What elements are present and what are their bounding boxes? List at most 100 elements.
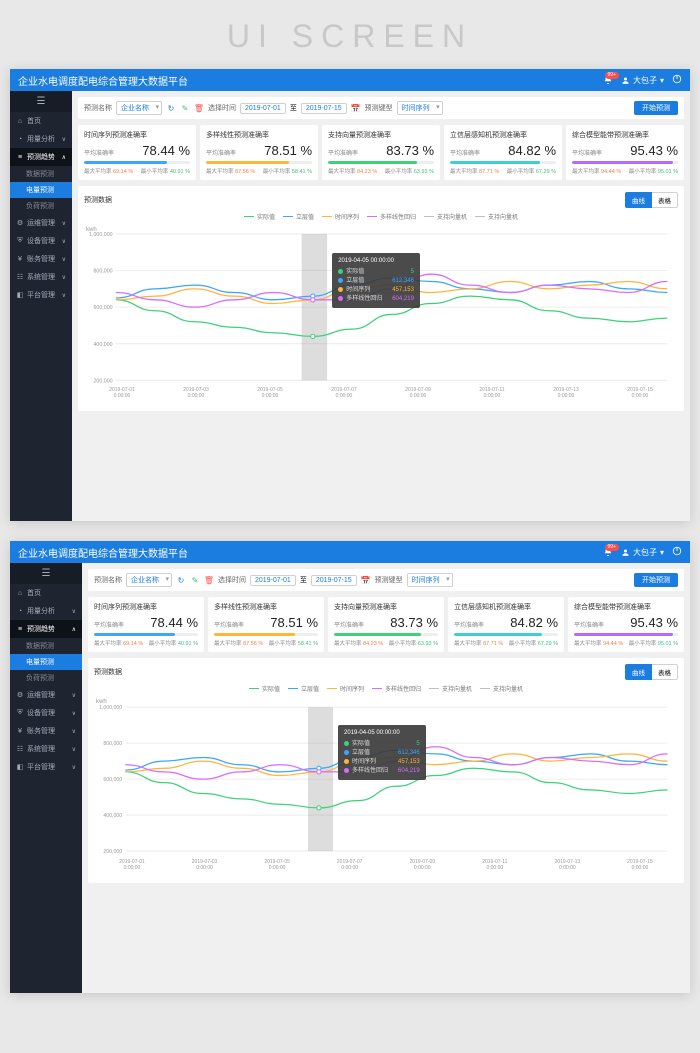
hamburger-icon[interactable]: ☰ bbox=[10, 563, 82, 584]
toggle-table[interactable]: 表格 bbox=[652, 664, 678, 680]
delete-icon[interactable]: 🗑 bbox=[194, 103, 204, 113]
card-title: 多样线性预测准确率 bbox=[206, 130, 312, 140]
delete-icon[interactable]: 🗑 bbox=[204, 575, 214, 585]
progress-bar bbox=[454, 633, 558, 636]
card-max: 最大平均率 87.56 % bbox=[206, 167, 255, 175]
nav-item[interactable]: ⛨设备管理∨ bbox=[10, 232, 72, 250]
app-title: 企业水电调度配电综合管理大数据平台 bbox=[18, 73, 603, 88]
nav-label: 首页 bbox=[27, 116, 41, 126]
nav-item[interactable]: ⌂首页 bbox=[10, 112, 72, 130]
type-select[interactable]: 时间序列 bbox=[407, 573, 453, 587]
toggle-curve[interactable]: 曲线 bbox=[625, 192, 652, 208]
bell-icon[interactable]: 99+ bbox=[603, 547, 613, 557]
chart-title: 预测数据 bbox=[94, 667, 122, 677]
date-sep: 至 bbox=[300, 575, 307, 585]
chevron-icon: ∨ bbox=[62, 256, 66, 263]
date-from[interactable]: 2019-07-01 bbox=[240, 103, 286, 114]
card-pct: 78.51 % bbox=[264, 143, 312, 158]
nav-item[interactable]: ⚙运维管理∨ bbox=[10, 214, 72, 232]
metric-card: 综合模型能带预测准确率 平均准确率95.43 % 最大平均率 94.44 %最小… bbox=[568, 597, 684, 652]
legend-item[interactable]: 支持向量机 bbox=[480, 684, 523, 693]
legend-item[interactable]: 立层值 bbox=[283, 212, 314, 221]
card-min: 最小平均率 63.93 % bbox=[389, 639, 438, 647]
nav-sub-item[interactable]: 电量预测 bbox=[10, 654, 82, 670]
metric-card: 多样线性预测准确率 平均准确率78.51 % 最大平均率 87.56 %最小平均… bbox=[200, 125, 318, 180]
card-title: 支持向量预测准确率 bbox=[334, 602, 438, 612]
filter-type-label: 预测键型 bbox=[375, 575, 403, 585]
name-select[interactable]: 企业名称 bbox=[116, 101, 162, 115]
nav-icon: ¥ bbox=[16, 256, 24, 263]
legend-item[interactable]: 实际值 bbox=[244, 212, 275, 221]
chart-legend: 实际值立层值时间序列多样线性回归支持向量机支持向量机 bbox=[94, 684, 678, 693]
toggle-table[interactable]: 表格 bbox=[652, 192, 678, 208]
progress-bar bbox=[450, 161, 556, 164]
power-icon[interactable] bbox=[672, 546, 682, 558]
x-tick: 2019-07-070:00:00 bbox=[324, 387, 364, 399]
x-tick: 2019-07-030:00:00 bbox=[185, 859, 225, 871]
nav-item[interactable]: ⚙运维管理∨ bbox=[10, 686, 82, 704]
nav-item[interactable]: ◧平台管理∨ bbox=[10, 286, 72, 304]
nav-sub-item[interactable]: 数据预测 bbox=[10, 638, 82, 654]
nav-item[interactable]: ≡预测趋势∧ bbox=[10, 620, 82, 638]
card-min: 最小平均率 63.93 % bbox=[385, 167, 434, 175]
nav-sub-item[interactable]: 电量预测 bbox=[10, 182, 72, 198]
nav-item[interactable]: ☷系统管理∨ bbox=[10, 268, 72, 286]
type-select[interactable]: 时间序列 bbox=[397, 101, 443, 115]
nav-label: 账务管理 bbox=[27, 726, 55, 736]
toggle-curve[interactable]: 曲线 bbox=[625, 664, 652, 680]
chart-toggle[interactable]: 曲线 表格 bbox=[625, 192, 678, 208]
nav-item[interactable]: ¥账务管理∨ bbox=[10, 250, 72, 268]
metric-card: 支持向量预测准确率 平均准确率83.73 % 最大平均率 84.23 %最小平均… bbox=[328, 597, 444, 652]
nav-item[interactable]: ¥账务管理∨ bbox=[10, 722, 82, 740]
nav-item[interactable]: ⌂首页 bbox=[10, 584, 82, 602]
legend-item[interactable]: 支持向量机 bbox=[424, 212, 467, 221]
dashboard-1: 企业水电调度配电综合管理大数据平台 99+ 大包子 ▾ ☰ ⌂首页◔用量 bbox=[10, 69, 690, 521]
start-button[interactable]: 开始预测 bbox=[634, 101, 678, 115]
nav-item[interactable]: ◔用量分析∨ bbox=[10, 602, 82, 620]
nav-sub-item[interactable]: 负荷预测 bbox=[10, 198, 72, 214]
user-menu[interactable]: 大包子 ▾ bbox=[621, 75, 664, 86]
legend-item[interactable]: 立层值 bbox=[288, 684, 319, 693]
date-from[interactable]: 2019-07-01 bbox=[250, 575, 296, 586]
nav-icon: ⚙ bbox=[16, 219, 24, 227]
nav-label: 设备管理 bbox=[27, 236, 55, 246]
refresh-icon[interactable]: ↻ bbox=[166, 103, 176, 113]
date-to[interactable]: 2019-07-15 bbox=[301, 103, 347, 114]
nav-sub-item[interactable]: 负荷预测 bbox=[10, 670, 82, 686]
chart-toggle[interactable]: 曲线 表格 bbox=[625, 664, 678, 680]
legend-item[interactable]: 支持向量机 bbox=[475, 212, 518, 221]
nav-sub-item[interactable]: 数据预测 bbox=[10, 166, 72, 182]
x-tick: 2019-07-050:00:00 bbox=[257, 859, 297, 871]
legend-item[interactable]: 实际值 bbox=[249, 684, 280, 693]
card-sub: 平均准确率 bbox=[214, 620, 244, 629]
refresh-icon[interactable]: ↻ bbox=[176, 575, 186, 585]
hamburger-icon[interactable]: ☰ bbox=[10, 91, 72, 112]
legend-item[interactable]: 支持向量机 bbox=[429, 684, 472, 693]
nav-label: 运维管理 bbox=[27, 218, 55, 228]
nav-icon: ⌂ bbox=[16, 590, 24, 597]
nav-item[interactable]: ≡预测趋势∧ bbox=[10, 148, 72, 166]
progress-bar bbox=[572, 161, 678, 164]
legend-item[interactable]: 多样线性回归 bbox=[367, 212, 416, 221]
chevron-icon: ∨ bbox=[62, 136, 66, 143]
date-to[interactable]: 2019-07-15 bbox=[311, 575, 357, 586]
app-title: 企业水电调度配电综合管理大数据平台 bbox=[18, 545, 603, 560]
calendar-icon[interactable]: 📅 bbox=[351, 103, 361, 113]
nav-item[interactable]: ◧平台管理∨ bbox=[10, 758, 82, 776]
user-name: 大包子 bbox=[633, 75, 657, 86]
legend-item[interactable]: 时间序列 bbox=[327, 684, 364, 693]
start-button[interactable]: 开始预测 bbox=[634, 573, 678, 587]
name-select[interactable]: 企业名称 bbox=[126, 573, 172, 587]
card-max: 最大平均率 87.71 % bbox=[450, 167, 499, 175]
calendar-icon[interactable]: 📅 bbox=[361, 575, 371, 585]
legend-item[interactable]: 多样线性回归 bbox=[372, 684, 421, 693]
legend-item[interactable]: 时间序列 bbox=[322, 212, 359, 221]
user-menu[interactable]: 大包子 ▾ bbox=[621, 547, 664, 558]
nav-item[interactable]: ⛨设备管理∨ bbox=[10, 704, 82, 722]
edit-icon[interactable]: ✎ bbox=[190, 575, 200, 585]
bell-icon[interactable]: 99+ bbox=[603, 75, 613, 85]
power-icon[interactable] bbox=[672, 74, 682, 86]
nav-item[interactable]: ◔用量分析∨ bbox=[10, 130, 72, 148]
nav-item[interactable]: ☷系统管理∨ bbox=[10, 740, 82, 758]
edit-icon[interactable]: ✎ bbox=[180, 103, 190, 113]
